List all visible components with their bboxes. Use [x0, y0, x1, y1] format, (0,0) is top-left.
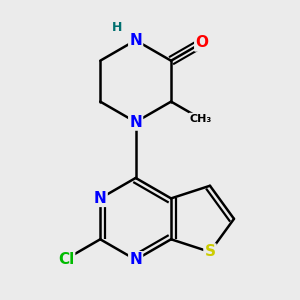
Text: N: N — [129, 252, 142, 267]
Text: H: H — [111, 22, 122, 34]
Text: N: N — [94, 191, 106, 206]
Text: N: N — [129, 115, 142, 130]
Text: N: N — [129, 33, 142, 48]
Text: CH₃: CH₃ — [190, 114, 212, 124]
Text: O: O — [195, 35, 208, 50]
Text: S: S — [205, 244, 215, 260]
Text: Cl: Cl — [58, 252, 74, 267]
